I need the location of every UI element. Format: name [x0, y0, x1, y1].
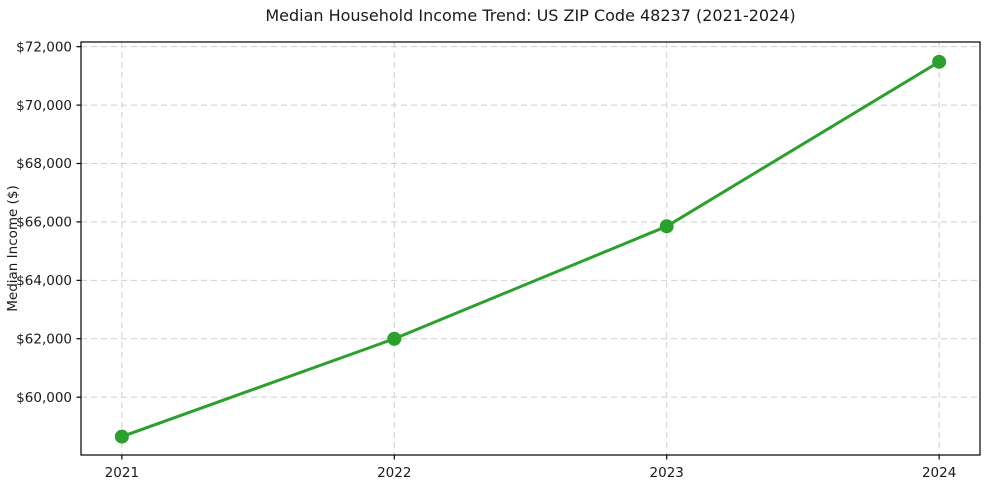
data-point-marker: [932, 54, 947, 69]
x-tick-label: 2022: [377, 465, 411, 481]
y-tick-label: $68,000: [16, 156, 72, 172]
trend-line: [120, 60, 941, 439]
data-point-marker: [659, 219, 674, 234]
x-tick-label: 2024: [922, 465, 956, 481]
y-tick-label: $60,000: [16, 390, 72, 406]
y-tick-label: $66,000: [16, 215, 72, 231]
axis-layer: $60,000 $62,000 $64,000 $66,000 $68,000 $70,0…: [16, 39, 956, 481]
y-tick-label: $72,000: [16, 39, 72, 55]
data-point-marker: [114, 429, 129, 444]
chart-title: Median Household Income Trend: US ZIP Co…: [265, 6, 795, 25]
grid-layer: [81, 42, 980, 455]
y-axis-label: Median Income ($): [5, 185, 21, 311]
y-tick-label: $70,000: [16, 98, 72, 114]
y-tick-label: $64,000: [16, 273, 72, 289]
data-point-marker: [387, 331, 402, 346]
x-tick-label: 2021: [105, 465, 139, 481]
x-tick-label: 2023: [650, 465, 684, 481]
series-layer: [114, 54, 947, 444]
y-tick-label: $62,000: [16, 331, 72, 347]
plot-border: [80, 41, 981, 456]
